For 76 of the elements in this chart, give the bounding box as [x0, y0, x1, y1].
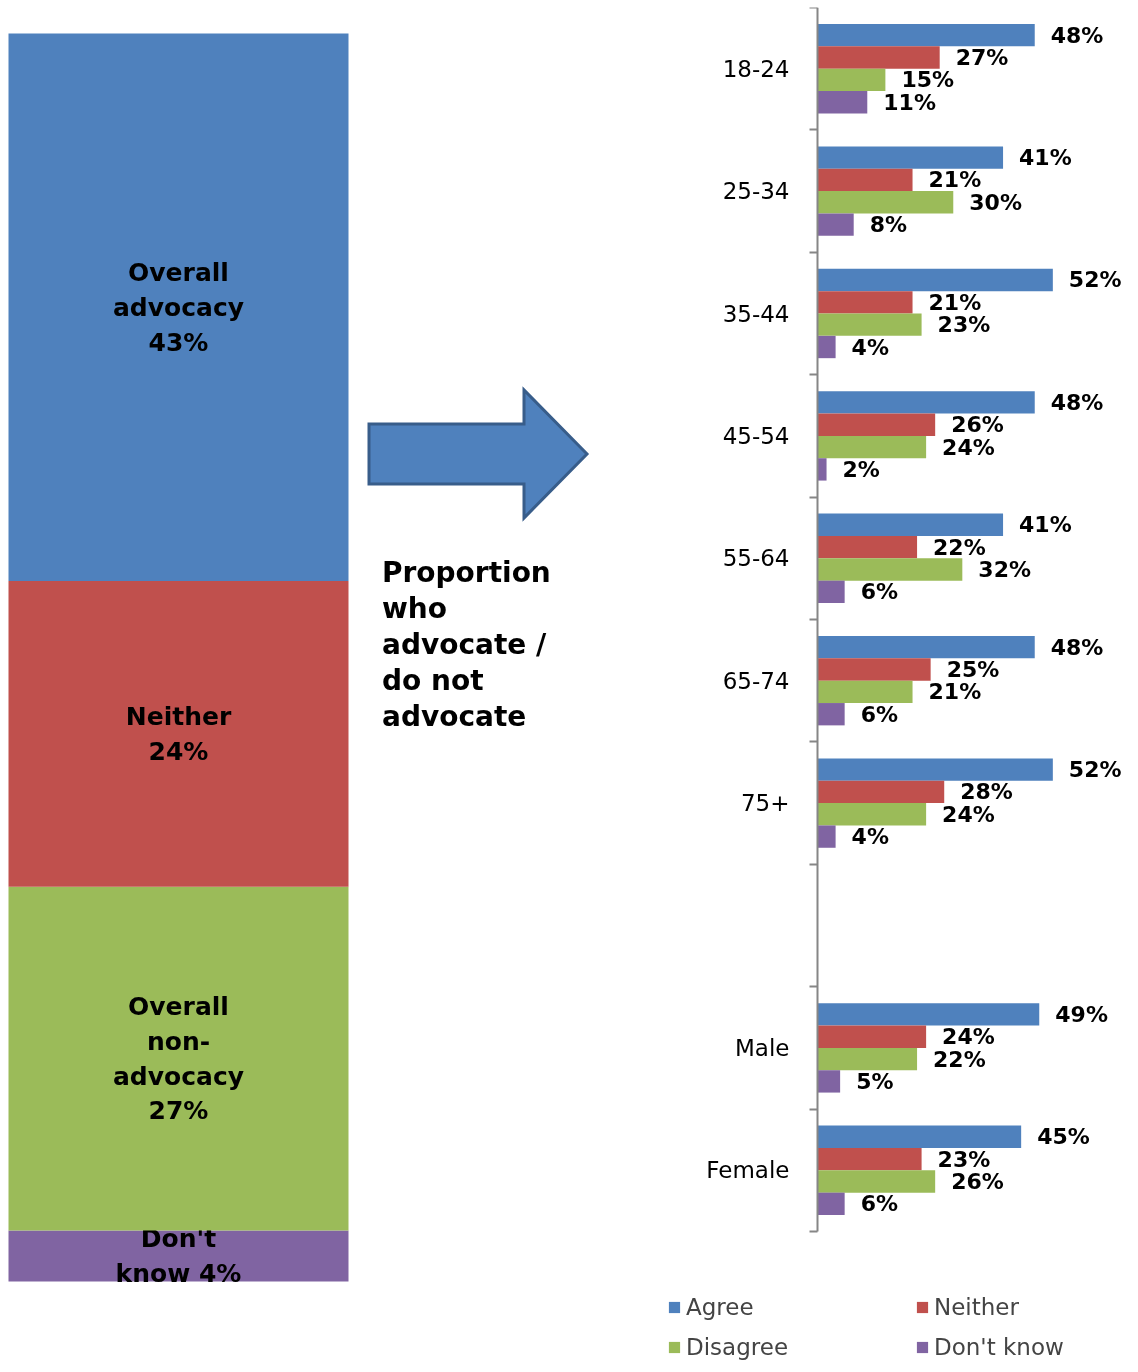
bar	[817, 1125, 1022, 1148]
data-label: 52%	[1068, 267, 1122, 293]
data-label: 21%	[928, 289, 982, 315]
y-tick-label: 35-44	[722, 300, 790, 327]
y-tick-label: 18-24	[722, 55, 790, 82]
data-label: 41%	[1019, 145, 1072, 171]
bar	[817, 291, 913, 314]
data-label: 41%	[1019, 512, 1072, 538]
data-label: 8%	[869, 212, 908, 238]
bar	[817, 758, 1053, 781]
data-label: 45%	[1037, 1124, 1090, 1150]
text: Proportion who advocate / do not advocate	[382, 555, 552, 735]
legend-label: Don't know	[934, 1334, 1065, 1360]
bar	[817, 146, 1004, 169]
bar	[817, 803, 927, 826]
bar	[817, 168, 913, 192]
y-tick-label: 45-54	[722, 422, 790, 449]
data-label: 52%	[1068, 757, 1122, 783]
data-label: Overall non-advocacy 27%	[112, 991, 245, 1126]
bar	[817, 780, 945, 804]
data-label: 27%	[955, 45, 1009, 71]
data-label: Overall advocacy 43%	[112, 258, 245, 357]
bar	[817, 413, 936, 436]
y-tick-label: 55-64	[722, 545, 790, 572]
y-tick-label: Male	[735, 1034, 790, 1061]
bar	[817, 1192, 845, 1215]
bar	[817, 535, 918, 559]
bar	[817, 391, 1035, 414]
y-tick-label: 75+	[740, 790, 790, 817]
bar	[817, 191, 954, 214]
data-label: 4%	[851, 334, 889, 360]
y-tick-label: Female	[706, 1157, 790, 1184]
data-label: Don't know 4%	[115, 1224, 242, 1288]
data-label: 6%	[860, 701, 899, 727]
bar	[817, 46, 940, 69]
bar	[817, 1003, 1040, 1026]
bar	[817, 680, 913, 704]
bar	[817, 313, 922, 336]
data-label: 23%	[937, 312, 991, 338]
y-tick-label: 65-74	[722, 667, 790, 694]
bar	[817, 268, 1053, 292]
data-label: 6%	[860, 1191, 899, 1217]
bar	[8, 886, 349, 1231]
bar	[817, 580, 845, 603]
bar	[817, 68, 886, 92]
data-label: 2%	[842, 456, 880, 482]
bar	[817, 91, 868, 114]
data-label: 48%	[1050, 389, 1104, 415]
bar	[817, 1047, 918, 1071]
y-tick-label: 25-34	[722, 178, 790, 205]
data-label: 48%	[1050, 22, 1104, 48]
data-label: 48%	[1050, 634, 1104, 660]
bar	[817, 24, 1035, 47]
bar	[817, 335, 836, 359]
bar	[817, 1070, 841, 1093]
bar	[817, 703, 845, 726]
bar	[817, 1147, 922, 1171]
bar	[817, 1170, 936, 1193]
bar	[817, 558, 963, 581]
bar	[817, 658, 931, 681]
data-label: Neither 24%	[125, 702, 232, 766]
bar	[817, 435, 927, 459]
bar	[817, 825, 836, 848]
data-label: 4%	[851, 824, 889, 850]
bar	[817, 513, 1004, 536]
data-label: 6%	[860, 579, 899, 605]
bar	[817, 458, 827, 481]
bar	[817, 1025, 927, 1048]
data-label: 5%	[856, 1068, 894, 1094]
bar	[817, 636, 1035, 659]
bar	[817, 213, 854, 236]
data-label: 49%	[1055, 1001, 1108, 1027]
bar	[8, 581, 349, 887]
legend-label: Neither	[934, 1294, 1020, 1320]
legend-label: Agree	[686, 1294, 755, 1320]
legend-label: Disagree	[686, 1334, 790, 1360]
